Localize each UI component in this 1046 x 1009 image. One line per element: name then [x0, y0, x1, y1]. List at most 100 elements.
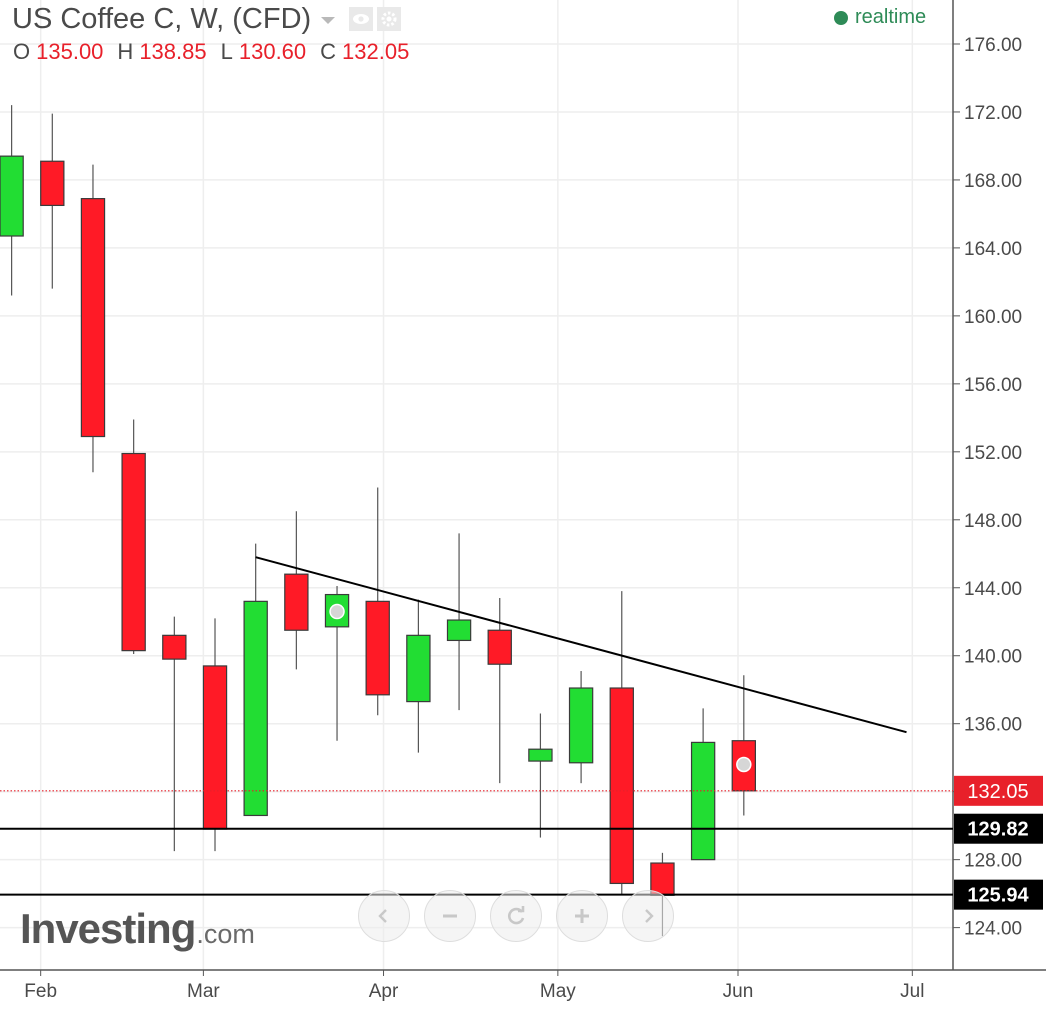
y-tick-label: 168.00 [964, 171, 1022, 192]
scroll-left-button[interactable] [358, 890, 410, 942]
candle-body-up [446, 619, 472, 642]
x-tick-label: Feb [24, 981, 57, 1002]
low-value: 130.60 [238, 39, 307, 64]
chevron-down-icon[interactable] [321, 16, 336, 24]
level-price-label: 129.82 [967, 819, 1028, 841]
chart-navigation [358, 890, 674, 942]
x-tick-label: Jun [723, 981, 754, 1002]
y-tick-label: 172.00 [964, 103, 1022, 124]
chart-header: US Coffee C, W, (CFD) [12, 2, 402, 36]
y-tick-label: 164.00 [964, 239, 1022, 260]
logo-main-text: Investing [20, 905, 196, 952]
candle[interactable] [690, 708, 716, 861]
zoom-in-button[interactable] [556, 890, 608, 942]
candle[interactable] [406, 599, 431, 753]
candle[interactable] [487, 597, 512, 784]
y-tick-label: 160.00 [964, 307, 1022, 328]
candle-body-up [568, 687, 594, 764]
x-tick-label: May [540, 981, 576, 1002]
candle[interactable] [40, 113, 65, 289]
y-tick-label: 152.00 [964, 443, 1022, 464]
candle-body-up [243, 600, 268, 817]
candle[interactable] [243, 543, 268, 817]
open-key: O [13, 39, 31, 64]
candle[interactable] [365, 487, 390, 716]
candle-body-down [80, 198, 106, 438]
logo-suffix-text: .com [196, 919, 255, 949]
y-tick-label: 156.00 [964, 375, 1022, 396]
scroll-right-button[interactable] [622, 890, 674, 942]
y-tick-label: 136.00 [964, 715, 1022, 736]
close-value: 132.05 [342, 39, 410, 64]
candle-body-down [40, 160, 65, 207]
markers [329, 603, 752, 773]
y-tick-label: 124.00 [964, 919, 1022, 940]
chevron-right-icon [645, 909, 654, 923]
trendline[interactable] [255, 556, 907, 734]
drawings[interactable] [0, 556, 953, 896]
candle-body-down [121, 452, 146, 652]
y-axis: 176.00 172.00 168.00 164.00 160.00 156.00 152.… [952, 0, 1022, 970]
candle-body-up [0, 155, 24, 237]
candle[interactable] [202, 618, 228, 852]
chart-title: US Coffee C, W, (CFD) [12, 2, 312, 35]
last-price-tag [954, 775, 1043, 806]
reset-button[interactable] [490, 890, 542, 942]
candle-body-down [609, 687, 634, 885]
status-dot-icon [834, 10, 848, 25]
candle-body-down [202, 665, 228, 830]
candle[interactable] [284, 511, 309, 670]
level-price-label: 125.94 [967, 885, 1029, 907]
candle[interactable] [0, 105, 24, 296]
y-tick-label: 128.00 [964, 851, 1022, 872]
candle-body-up [528, 748, 553, 762]
candle[interactable] [731, 675, 756, 816]
candle[interactable] [568, 671, 594, 784]
chevron-left-icon [378, 909, 387, 923]
candles[interactable] [0, 105, 756, 937]
candle[interactable] [121, 419, 146, 655]
level-price-tag [954, 879, 1043, 910]
grid-layer [0, 0, 953, 970]
eye-icon[interactable] [349, 7, 374, 31]
y-tick-label: 140.00 [964, 647, 1022, 668]
close-key: C [320, 39, 337, 64]
realtime-label: realtime [855, 6, 927, 28]
x-tick-label: Apr [369, 981, 399, 1002]
x-tick-label: Jul [900, 981, 924, 1002]
high-value: 138.85 [139, 39, 207, 64]
investing-logo: Investing .com [20, 905, 255, 953]
minus-icon [443, 914, 457, 918]
y-tick-label: 148.00 [964, 511, 1022, 532]
price-labels: 132.05 129.82 125.94 [954, 775, 1043, 910]
last-price-label: 132.05 [967, 781, 1028, 803]
plus-icon [575, 909, 589, 923]
candle[interactable] [609, 591, 634, 896]
candle-body-down [487, 629, 512, 665]
candle-body-down [162, 634, 187, 660]
candle-body-up [406, 634, 431, 703]
realtime-indicator: realtime [834, 6, 926, 29]
candle[interactable] [162, 616, 187, 852]
low-key: L [220, 39, 233, 64]
candle-body-down [365, 600, 390, 696]
marker-dot [736, 756, 752, 773]
open-value: 135.00 [36, 39, 104, 64]
candle[interactable] [446, 533, 472, 711]
ohlc-legend: O 135.00 H 138.85 L 130.60 C 132.05 [13, 39, 423, 65]
y-tick-label: 176.00 [964, 35, 1022, 56]
marker-dot [329, 603, 345, 620]
candle-body-down [284, 573, 309, 631]
candle[interactable] [80, 164, 106, 473]
refresh-icon [508, 906, 525, 925]
gear-icon[interactable] [377, 7, 402, 31]
level-price-tag [954, 813, 1043, 844]
high-key: H [117, 39, 134, 64]
x-tick-label: Mar [187, 981, 220, 1002]
y-tick-label: 144.00 [964, 579, 1022, 600]
zoom-out-button[interactable] [424, 890, 476, 942]
candle[interactable] [528, 713, 553, 838]
candle-body-up [690, 741, 716, 861]
